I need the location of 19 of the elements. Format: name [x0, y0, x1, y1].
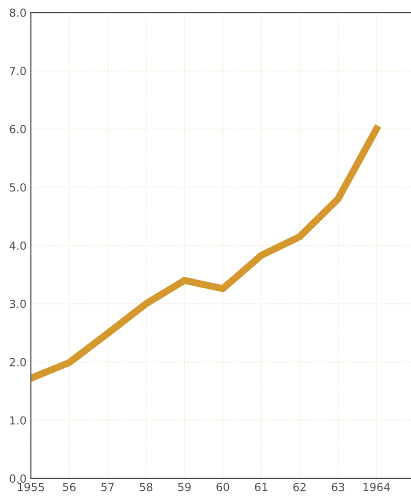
y-tick-label: 3.0	[10, 300, 26, 308]
y-tick-label: 6.0	[10, 124, 26, 134]
x-tick-label: 56	[63, 482, 76, 492]
y-tick-label: 1.0	[10, 416, 26, 425]
y-tick-label: 0.0	[10, 474, 26, 483]
y-tick-label: 8.0	[10, 8, 26, 17]
y-tick-label: 2.0	[10, 358, 26, 366]
x-tick-label: 60	[216, 482, 230, 492]
y-tick-label: 4.0	[10, 241, 26, 250]
x-tick-label: 63	[332, 482, 344, 492]
x-tick-label: 58	[140, 482, 152, 492]
x-tick-label: 59	[178, 482, 191, 492]
y-tick-label: 7.0	[10, 66, 26, 76]
x-tick-label: 61	[254, 482, 268, 492]
x-tick-label: 62	[293, 482, 306, 492]
x-tick-label: 57	[101, 482, 114, 492]
y-tick-label: 5.0	[10, 183, 26, 192]
x-tick-label: 1955	[18, 482, 44, 492]
x-tick-label: 1964	[364, 482, 390, 492]
